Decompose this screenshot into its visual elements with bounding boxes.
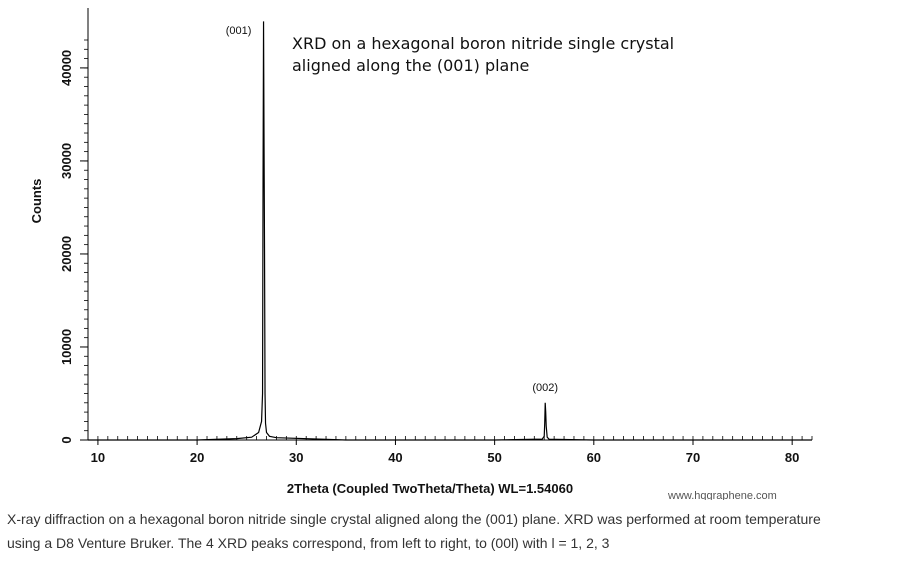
x-tick-label: 30 [289,450,303,465]
chart-title-line: aligned along the (001) plane [292,56,529,75]
caption-line-2: using a D8 Venture Bruker. The 4 XRD pea… [7,535,610,551]
figure-caption: X-ray diffraction on a hexagonal boron n… [7,507,893,555]
x-tick-label: 60 [587,450,601,465]
x-tick-label: 80 [785,450,799,465]
peak-label-002: (002) [532,382,558,394]
xrd-chart: 10 20 30 40 50 60 70 80 0 10000 20000 30000 40000 2Th… [29,8,813,500]
y-tick-label: 10000 [59,329,74,365]
x-tick-label: 70 [686,450,700,465]
y-tick-label: 0 [59,436,74,443]
x-tick-label: 20 [190,450,204,465]
y-tick-label: 30000 [59,143,74,179]
peak-label-001: (001) [226,25,252,37]
xrd-pattern-line [88,21,812,441]
x-tick-label: 50 [487,450,501,465]
x-tick-label: 10 [91,450,105,465]
x-axis-label: 2Theta (Coupled TwoTheta/Theta) WL=1.540… [287,481,573,496]
y-tick-label: 40000 [59,50,74,86]
watermark-text: www.hqgraphene.com [667,490,777,500]
chart-title-line: XRD on a hexagonal boron nitride single … [292,34,674,53]
y-tick-label: 20000 [59,236,74,272]
caption-line-1: X-ray diffraction on a hexagonal boron n… [7,511,821,527]
y-axis-label: Counts [29,179,44,224]
chart-canvas: 10 20 30 40 50 60 70 80 0 10000 20000 30000 40000 2Th… [29,8,813,500]
x-tick-label: 40 [388,450,402,465]
